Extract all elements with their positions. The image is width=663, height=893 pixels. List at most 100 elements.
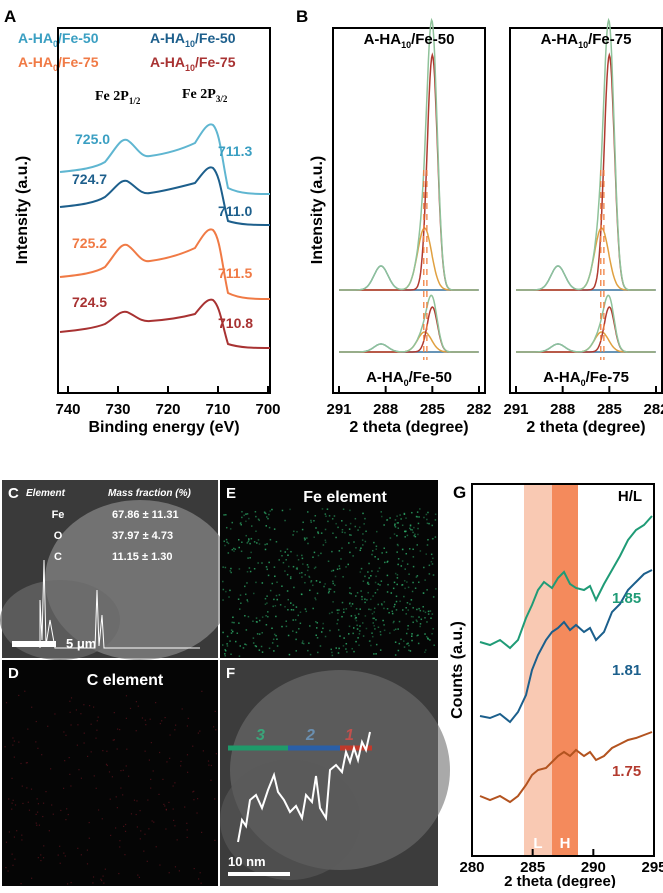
plot-title: A-HA0/Fe-50 bbox=[366, 369, 452, 388]
signal-dot bbox=[296, 568, 298, 570]
signal-dot bbox=[234, 548, 237, 550]
signal-dot bbox=[392, 587, 395, 590]
signal-dot bbox=[8, 831, 10, 833]
peak-title: Fe 2P1/2 bbox=[95, 89, 141, 106]
signal-dot bbox=[269, 589, 272, 592]
signal-dot bbox=[90, 723, 92, 725]
signal-dot bbox=[349, 587, 351, 589]
eds-spectrum bbox=[39, 559, 200, 649]
signal-dot bbox=[382, 619, 384, 622]
signal-dot bbox=[424, 579, 426, 581]
signal-dot bbox=[426, 621, 428, 623]
signal-dot bbox=[417, 634, 419, 636]
signal-dot bbox=[124, 830, 127, 832]
signal-dot bbox=[412, 607, 414, 609]
signal-dot bbox=[264, 548, 267, 551]
label-part: /Fe-50 bbox=[409, 369, 452, 386]
signal-dot bbox=[214, 798, 216, 800]
signal-dot bbox=[417, 522, 420, 525]
signal-dot bbox=[339, 635, 341, 637]
signal-dot bbox=[329, 588, 332, 590]
signal-dot bbox=[268, 561, 270, 564]
panel-e: E Fe element bbox=[220, 480, 438, 658]
signal-dot bbox=[20, 762, 22, 765]
plot-title: A-HA10/Fe-75 bbox=[541, 31, 632, 50]
signal-dot bbox=[383, 524, 385, 526]
signal-dot bbox=[110, 834, 112, 837]
signal-dot bbox=[317, 651, 319, 654]
signal-dot bbox=[410, 635, 413, 637]
signal-dot bbox=[309, 653, 312, 656]
signal-dot bbox=[64, 760, 66, 762]
signal-dot bbox=[343, 611, 345, 614]
signal-dot bbox=[120, 787, 122, 789]
signal-dot bbox=[427, 613, 430, 615]
signal-dot bbox=[350, 534, 352, 536]
signal-dot bbox=[401, 584, 403, 586]
signal-dot bbox=[312, 556, 314, 558]
signal-dot bbox=[117, 728, 119, 730]
signal-dot bbox=[377, 570, 379, 573]
signal-dot bbox=[412, 531, 414, 534]
signal-dot bbox=[395, 595, 398, 598]
signal-dot bbox=[224, 653, 226, 655]
signal-dot bbox=[324, 539, 327, 541]
signal-dot bbox=[338, 550, 341, 552]
signal-dot bbox=[273, 566, 276, 568]
signal-dot bbox=[125, 765, 127, 767]
signal-dot bbox=[357, 529, 359, 531]
table-cell: 37.97 ± 4.73 bbox=[112, 530, 173, 542]
signal-dot bbox=[427, 511, 429, 514]
signal-dot bbox=[377, 626, 380, 629]
signal-dot bbox=[268, 647, 271, 650]
signal-dot bbox=[238, 568, 241, 570]
signal-dot bbox=[248, 538, 250, 540]
signal-dot bbox=[292, 534, 294, 536]
signal-dot bbox=[284, 605, 286, 608]
signal-dot bbox=[96, 729, 98, 731]
signal-dot bbox=[319, 645, 322, 647]
signal-dot bbox=[109, 798, 111, 800]
signal-dot bbox=[261, 562, 263, 564]
signal-dot bbox=[417, 527, 419, 530]
signal-dot bbox=[147, 799, 149, 801]
signal-dot bbox=[394, 572, 397, 575]
signal-dot bbox=[400, 565, 403, 567]
signal-dot bbox=[276, 598, 279, 601]
signal-dot bbox=[361, 622, 364, 624]
signal-dot bbox=[258, 519, 260, 522]
signal-dot bbox=[275, 594, 278, 597]
table-cell: Fe bbox=[52, 509, 65, 521]
signal-dot bbox=[307, 542, 309, 545]
signal-dot bbox=[208, 764, 210, 766]
signal-dot bbox=[240, 602, 242, 604]
signal-dot bbox=[433, 644, 435, 646]
x-tick-label: 291 bbox=[326, 401, 351, 418]
panel-letter: A bbox=[4, 7, 16, 26]
signal-dot bbox=[162, 778, 164, 780]
signal-dot bbox=[320, 532, 323, 534]
signal-dot bbox=[425, 636, 428, 638]
panel-f: F 3 2 1 10 nm bbox=[220, 660, 450, 886]
signal-dot bbox=[14, 858, 16, 860]
signal-dot bbox=[375, 575, 377, 578]
x-tick-label: 280 bbox=[459, 859, 484, 876]
signal-dot bbox=[370, 608, 372, 611]
signal-dot bbox=[36, 798, 38, 800]
signal-dot bbox=[184, 806, 186, 808]
signal-dot bbox=[400, 638, 402, 641]
signal-dot bbox=[411, 511, 413, 514]
signal-dot bbox=[275, 615, 277, 618]
signal-dot bbox=[265, 512, 267, 515]
signal-dot bbox=[229, 640, 231, 642]
signal-dot bbox=[140, 830, 142, 832]
signal-dot bbox=[247, 557, 249, 559]
signal-dot bbox=[392, 621, 395, 624]
signal-dot bbox=[225, 590, 227, 593]
signal-dot bbox=[352, 632, 354, 635]
signal-dot bbox=[136, 800, 138, 802]
signal-dot bbox=[77, 724, 79, 726]
signal-dot bbox=[393, 605, 395, 608]
band-label: L bbox=[533, 835, 542, 852]
x-axis-label: Binding energy (eV) bbox=[88, 419, 239, 436]
